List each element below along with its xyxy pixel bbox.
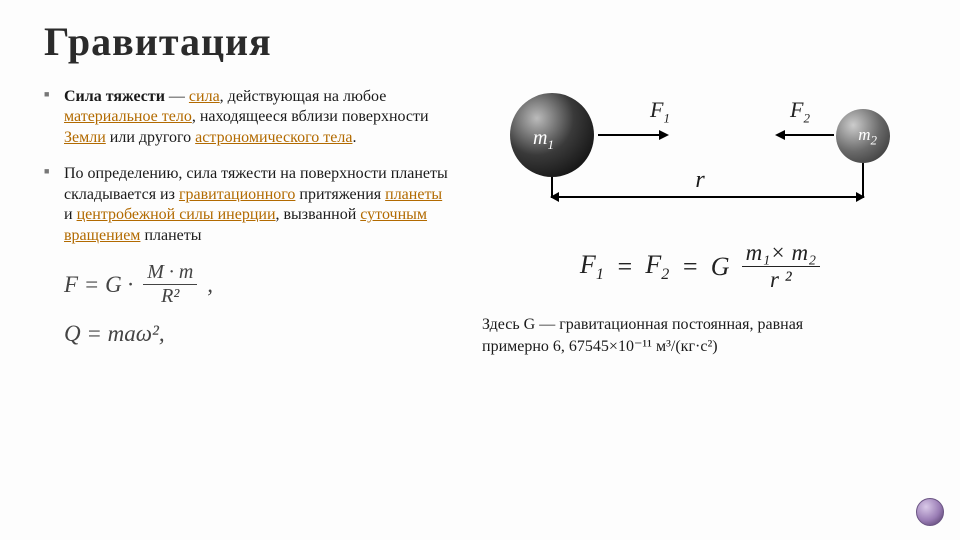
- formula-newton: F = G · M · m R² ,: [64, 262, 454, 307]
- bullet-2: По определению, сила тяжести на поверхно…: [44, 164, 454, 246]
- formula-centrifugal: Q = maω²,: [64, 321, 454, 347]
- caption-line-2: примерно 6, 67545×10⁻¹¹ м³/(кг·с²): [482, 336, 924, 358]
- link-force[interactable]: сила: [189, 88, 220, 105]
- label-r: r: [510, 167, 890, 194]
- link-planet[interactable]: планеты: [385, 186, 442, 203]
- link-earth[interactable]: Земли: [64, 129, 106, 146]
- arrow-f1: [598, 134, 660, 136]
- decorative-sphere-icon: [916, 498, 944, 526]
- link-gravitational[interactable]: гравитационного: [179, 186, 295, 203]
- gravity-equation: F1 = F2 = G m₁× m₂ r ²: [476, 241, 924, 292]
- label-m2: m2: [858, 125, 877, 148]
- link-material-body[interactable]: материальное тело: [64, 108, 192, 125]
- arrow-f2: [784, 134, 834, 136]
- bullet-1-lead: Сила тяжести: [64, 88, 165, 105]
- caption-line-1: Здесь G — гравитационная постоянная, рав…: [482, 314, 924, 336]
- label-m1: m1: [533, 127, 554, 153]
- distance-line: [551, 196, 864, 198]
- gravity-diagram: m1 m2 F1 F2 r: [510, 93, 890, 213]
- link-centrifugal[interactable]: центробежной силы инерции: [77, 206, 276, 223]
- right-column: m1 m2 F1 F2 r F1 = F2 = G m₁× m₂ r ²: [476, 87, 924, 361]
- link-astro-body[interactable]: астрономического тела: [195, 129, 352, 146]
- label-f2: F2: [790, 97, 810, 126]
- bullet-1: Сила тяжести — сила, действующая на любо…: [44, 87, 454, 148]
- label-f1: F1: [650, 97, 670, 126]
- page-title: Гравитация: [44, 18, 924, 65]
- left-column: Сила тяжести — сила, действующая на любо…: [44, 87, 454, 361]
- constant-caption: Здесь G — гравитационная постоянная, рав…: [476, 314, 924, 357]
